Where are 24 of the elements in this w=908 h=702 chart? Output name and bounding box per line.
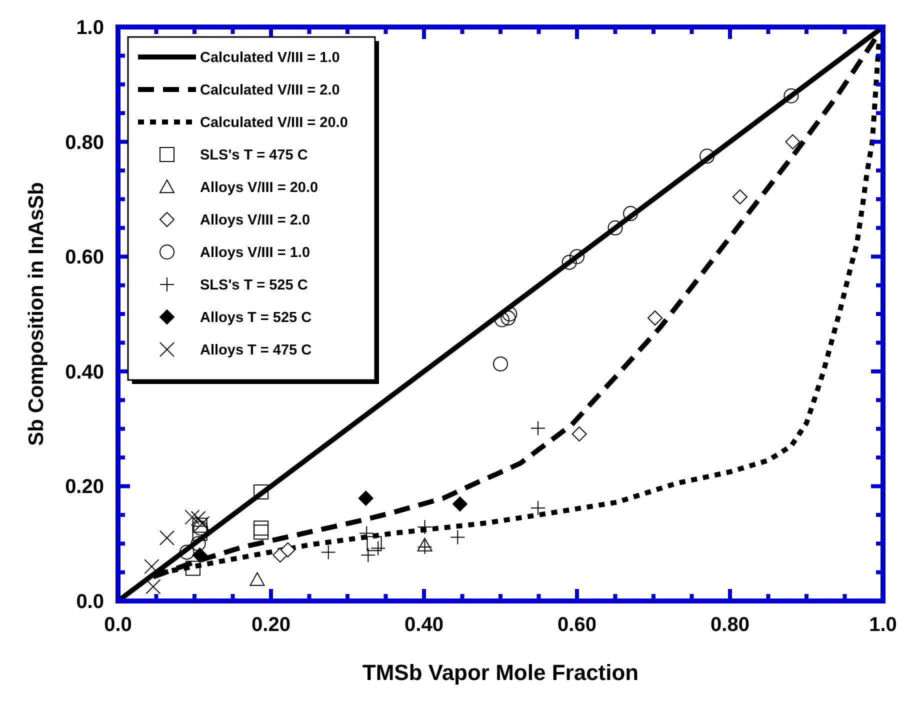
legend-label: SLS's T = 525 C [200, 278, 308, 294]
x-tick-label: 0.60 [558, 614, 596, 636]
legend-label: Calculated V/III = 2.0 [200, 82, 340, 98]
legend-label: Alloys V/III = 2.0 [200, 212, 310, 228]
y-tick-label: 1.0 [76, 17, 104, 39]
y-tick-label: 0.20 [65, 476, 104, 498]
legend-label: Calculated V/III = 1.0 [200, 50, 340, 66]
x-tick-label: 1.0 [869, 614, 897, 636]
x-tick-label: 0.40 [404, 614, 444, 636]
x-tick-label: 0.80 [710, 614, 750, 636]
y-tick-label: 0.40 [65, 361, 104, 384]
legend-label: SLS's T = 475 C [200, 148, 308, 164]
y-tick-label: 0.80 [65, 132, 104, 154]
legend-label: Alloys T = 525 C [200, 310, 312, 326]
y-axis-title: Sb Composition in InAsSb [25, 182, 48, 446]
legend-label: Alloys V/III = 20.0 [200, 180, 318, 196]
legend-label: Alloys V/III = 1.0 [200, 245, 310, 261]
legend-label: Calculated V/III = 20.0 [200, 115, 348, 131]
y-tick-label: 0.60 [65, 246, 104, 269]
x-axis-title: TMSb Vapor Mole Fraction [362, 660, 639, 685]
y-tick-label: 0.0 [76, 591, 104, 613]
x-tick-label: 0.0 [104, 614, 132, 636]
legend-label: Alloys T = 475 C [200, 342, 312, 358]
x-tick-label: 0.20 [252, 614, 290, 636]
